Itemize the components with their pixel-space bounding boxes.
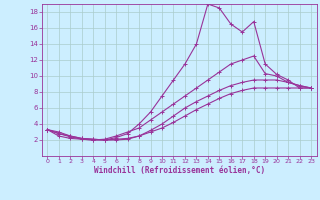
X-axis label: Windchill (Refroidissement éolien,°C): Windchill (Refroidissement éolien,°C)	[94, 166, 265, 175]
